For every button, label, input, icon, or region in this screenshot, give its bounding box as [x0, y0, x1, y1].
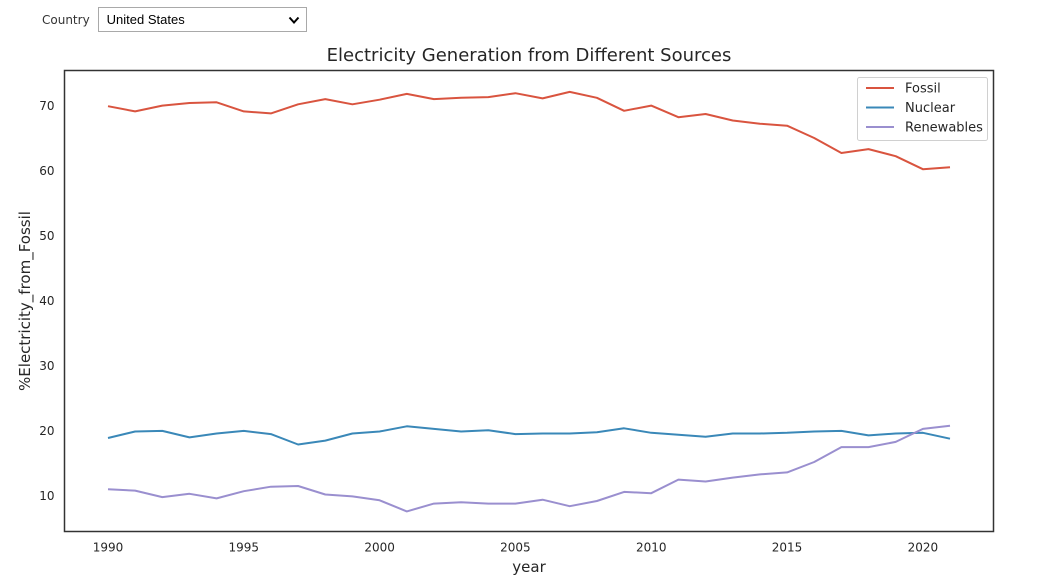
x-axis-label: year — [512, 558, 546, 576]
series-line-fossil — [107, 90, 951, 171]
x-tick-label: 2010 — [636, 541, 667, 555]
chart-title: Electricity Generation from Different So… — [327, 45, 732, 66]
legend-label-nuclear: Nuclear — [905, 101, 956, 116]
x-tick-label: 2000 — [364, 541, 395, 555]
y-tick-label: 10 — [39, 489, 54, 503]
y-tick-label: 50 — [39, 229, 54, 243]
y-tick-label: 40 — [39, 294, 54, 308]
legend-label-fossil: Fossil — [905, 82, 941, 97]
y-tick-label: 30 — [39, 359, 54, 373]
x-tick-label: 1995 — [229, 541, 260, 555]
y-axis-label: %Electricity_from_Fossil — [16, 211, 35, 391]
x-tick-label: 2005 — [500, 541, 531, 555]
legend-label-renewables: Renewables — [905, 121, 983, 136]
x-tick-label: 2015 — [772, 541, 803, 555]
legend: Fossil Nuclear Renewables — [857, 77, 988, 141]
country-label: Country — [42, 12, 90, 27]
x-axis-ticks: 1990 1995 2000 2005 2010 2015 2020 — [93, 541, 938, 555]
x-tick-label: 2020 — [908, 541, 939, 555]
legend-box — [857, 77, 988, 141]
series-line-renewables — [107, 424, 951, 513]
country-filter: Country United States — [42, 6, 307, 33]
y-axis-ticks: 10 20 30 40 50 60 70 — [39, 99, 54, 503]
y-tick-label: 60 — [39, 164, 54, 178]
chevron-down-icon — [288, 16, 299, 24]
country-dropdown[interactable]: United States — [97, 7, 307, 32]
y-tick-label: 70 — [39, 99, 54, 113]
plot-frame — [63, 69, 995, 533]
x-tick-label: 1990 — [93, 541, 124, 555]
line-chart: Electricity Generation from Different So… — [16, 45, 995, 576]
series-lines — [107, 90, 951, 513]
series-line-nuclear — [107, 425, 951, 446]
y-tick-label: 20 — [39, 424, 54, 438]
country-dropdown-value: United States — [106, 12, 185, 27]
